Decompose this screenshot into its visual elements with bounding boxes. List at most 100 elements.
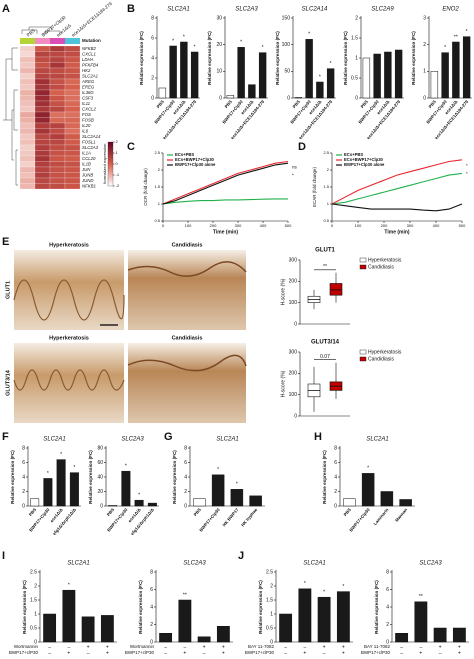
y-axis-label: Relative expression (FC) bbox=[88, 450, 93, 504]
bar bbox=[326, 68, 335, 99]
y-tick-label: 0.5 bbox=[323, 218, 329, 223]
annotation: * bbox=[466, 171, 468, 176]
heatmap-cell bbox=[19, 133, 36, 140]
heatmap-cell bbox=[19, 95, 36, 102]
bar bbox=[230, 489, 244, 507]
y-tick-label: 30 bbox=[216, 15, 222, 21]
legend-swatch bbox=[359, 349, 367, 355]
condition-sign: – bbox=[87, 650, 90, 656]
heatmap-cell bbox=[19, 150, 36, 157]
bar bbox=[248, 84, 256, 99]
heatmap-cell bbox=[49, 84, 66, 91]
gene-label: FOS bbox=[82, 112, 91, 117]
y-axis-label: Relative expression (FC) bbox=[258, 580, 263, 634]
y-tick-label: 2 bbox=[386, 622, 389, 628]
bar bbox=[134, 499, 144, 507]
bar bbox=[30, 498, 40, 507]
significance: * bbox=[183, 34, 185, 40]
y-tick-label: 4 bbox=[22, 474, 25, 480]
y-tick-label: 2 bbox=[270, 583, 273, 589]
x-tick-label: Mannan bbox=[394, 507, 409, 523]
heatmap-cell bbox=[34, 51, 51, 58]
panel-label: I bbox=[2, 550, 5, 562]
bar bbox=[430, 71, 439, 99]
y-tick-label: 1.5 bbox=[351, 35, 358, 41]
heatmap-cell bbox=[49, 150, 66, 157]
heatmap-cell bbox=[49, 172, 66, 179]
gene-label: IL6 bbox=[82, 128, 89, 133]
heatmap-cell bbox=[34, 106, 51, 113]
bar bbox=[394, 49, 403, 99]
heatmap-cell bbox=[64, 62, 81, 69]
heatmap-cell bbox=[64, 95, 81, 102]
panel-label: A bbox=[2, 3, 10, 15]
heatmap-cell bbox=[64, 139, 81, 146]
bar bbox=[395, 633, 409, 643]
bar bbox=[216, 626, 230, 643]
x-axis-label: Time (min) bbox=[213, 229, 239, 235]
heatmap-cell bbox=[19, 84, 36, 91]
heatmap-cell bbox=[34, 177, 51, 184]
gene-label: FOSL1 bbox=[82, 139, 96, 144]
bar bbox=[249, 495, 262, 507]
condition-sign: – bbox=[323, 650, 326, 656]
gene-label: CCL20 bbox=[82, 156, 96, 161]
chart-title: SLC2A1 bbox=[366, 437, 388, 443]
heatmap-cell bbox=[64, 78, 81, 85]
y-tick-label: 2 bbox=[34, 583, 37, 589]
significance: * bbox=[444, 45, 446, 51]
chart-title: SLC2A3 bbox=[121, 437, 144, 443]
heatmap-cell bbox=[49, 73, 66, 80]
panel-label: G bbox=[164, 431, 173, 443]
y-axis-label: Relative expression (FC) bbox=[322, 450, 327, 504]
x-tick-label: 100 bbox=[355, 223, 362, 228]
y-tick-label: 0 bbox=[34, 639, 37, 645]
y-axis-label: ECAR (fold change) bbox=[312, 166, 317, 207]
gene-label: NFKB2 bbox=[82, 46, 96, 51]
bar bbox=[211, 474, 225, 507]
heatmap-cell bbox=[49, 62, 66, 69]
bar bbox=[178, 599, 192, 643]
y-tick-label: 4 bbox=[334, 474, 337, 480]
bar bbox=[43, 613, 57, 643]
y-tick-label: 3 bbox=[423, 15, 426, 21]
bar bbox=[237, 47, 245, 99]
heatmap-cell bbox=[64, 133, 81, 140]
heatmap-cell bbox=[49, 122, 66, 129]
condition-sign: + bbox=[222, 650, 225, 656]
heatmap-cell bbox=[49, 183, 66, 190]
gene-label: SLC2A3 bbox=[82, 145, 99, 150]
significance: * bbox=[217, 467, 219, 473]
heatmap-cell bbox=[64, 122, 81, 129]
colorbar-title: Normalized expression bbox=[102, 144, 107, 185]
heatmap-cell bbox=[49, 89, 66, 96]
significance: * bbox=[262, 45, 264, 51]
condition-sign: + bbox=[323, 644, 326, 650]
heatmap-cell bbox=[34, 62, 51, 69]
bar bbox=[159, 633, 173, 643]
legend-label: Candidiasis bbox=[368, 264, 394, 270]
significance: * bbox=[73, 465, 75, 471]
heatmap-cell bbox=[19, 73, 36, 80]
y-axis-label: Relative expression (FC) bbox=[139, 31, 144, 85]
heatmap-cell bbox=[19, 122, 36, 129]
bar bbox=[294, 97, 303, 99]
chart-title: SLC2A1 bbox=[216, 437, 238, 443]
x-tick-label: PBS bbox=[155, 99, 165, 109]
y-tick-label: 4 bbox=[150, 604, 153, 610]
heatmap-cell bbox=[19, 67, 36, 74]
y-tick-label: 80 bbox=[97, 445, 103, 451]
bar bbox=[180, 41, 188, 99]
condition-label: BWP17+clP30 bbox=[125, 650, 155, 655]
heatmap-cell bbox=[49, 155, 66, 162]
axis bbox=[339, 446, 415, 507]
heatmap-cell bbox=[19, 62, 36, 69]
bar bbox=[462, 36, 471, 99]
y-tick-label: 0 bbox=[150, 639, 153, 645]
heatmap-cell bbox=[34, 45, 51, 52]
heatmap-cell bbox=[19, 45, 36, 52]
heatmap-cell bbox=[19, 172, 36, 179]
y-tick-label: 1.5 bbox=[266, 597, 273, 603]
line bbox=[331, 203, 463, 212]
